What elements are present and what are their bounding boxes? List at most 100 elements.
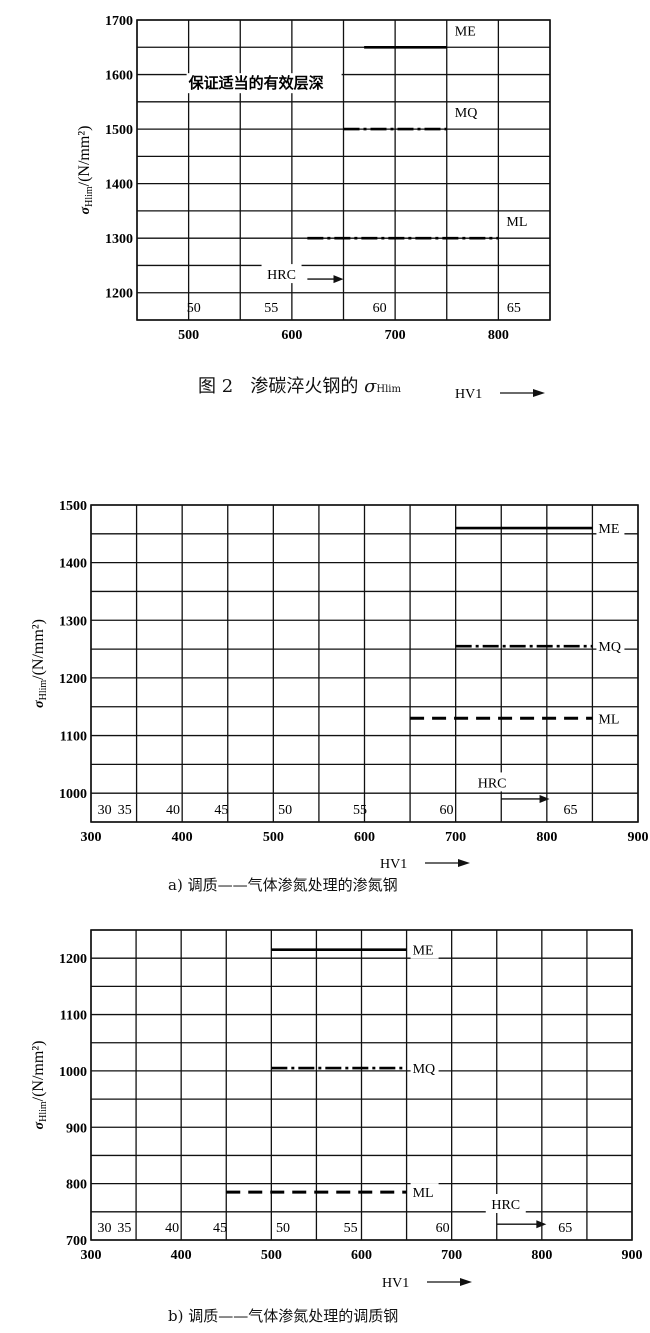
y-axis-symbol: σ (78, 206, 93, 214)
caption-text: 调质——气体渗氮处理的调质钢 (188, 1307, 399, 1325)
arrow-right-icon (460, 1278, 472, 1286)
hrc-scale-label: 65 (558, 1221, 572, 1236)
series-label-background (452, 21, 481, 40)
x-tick-label: 600 (354, 830, 375, 845)
figure-2-caption: 图 2 渗碳淬火钢的 σHlim (198, 372, 401, 398)
hrc-scale-label: 60 (373, 301, 387, 316)
caption-text: 调质——气体渗氮处理的渗氮钢 (187, 876, 398, 894)
x-tick-label: 600 (281, 328, 302, 343)
hrc-scale-label: 55 (264, 301, 278, 316)
hrc-label-background (485, 1194, 526, 1213)
series-label-me: ME (455, 24, 476, 39)
hrc-label-background (472, 772, 513, 792)
x-tick-label: 800 (531, 1248, 552, 1263)
series-label-background (452, 103, 481, 122)
caption-prefix: b) (168, 1307, 184, 1325)
hrc-scale-label: 45 (213, 1221, 227, 1236)
hrc-scale-label: 60 (436, 1221, 450, 1236)
x-tick-label: 800 (536, 830, 557, 845)
y-tick-label: 1200 (59, 952, 87, 967)
series-label-ml: ML (413, 1186, 434, 1201)
caption-prefix: 图 2 (198, 376, 234, 397)
y-tick-label: 1000 (59, 1065, 87, 1080)
hrc-label-background (261, 264, 302, 284)
y-tick-label: 1200 (105, 287, 133, 302)
caption-text: 渗碳淬火钢的 (250, 376, 365, 397)
hrc-scale-label: 40 (166, 803, 180, 818)
y-axis-unit: /(N/mm²) (30, 619, 47, 680)
x-tick-label: 700 (445, 830, 466, 845)
x-tick-label: 700 (441, 1248, 462, 1263)
y-tick-label: 1100 (60, 730, 87, 745)
series-label-mq: MQ (455, 106, 478, 121)
series-label-mq: MQ (413, 1062, 436, 1077)
hrc-scale-label: 35 (118, 803, 132, 818)
series-label-background (504, 212, 533, 231)
arrow-right-icon (536, 1220, 547, 1229)
x-tick-label: 400 (172, 830, 193, 845)
y-tick-label: 700 (66, 1234, 87, 1249)
hrc-scale-label: 55 (353, 803, 367, 818)
y-tick-label: 1500 (105, 123, 133, 138)
hrc-label: HRC (491, 1198, 520, 1213)
arrow-right-icon (333, 275, 344, 284)
y-tick-label: 800 (66, 1178, 87, 1193)
hrc-scale-label: 35 (117, 1221, 131, 1236)
y-axis-symbol: σ (32, 700, 47, 708)
y-tick-label: 1300 (59, 614, 87, 629)
series-label-mq: MQ (598, 640, 621, 655)
x-tick-label: 500 (178, 328, 199, 343)
hrc-scale-label: 40 (165, 1221, 179, 1236)
hrc-scale-label: 50 (187, 301, 201, 316)
caption-prefix: a) (168, 876, 183, 894)
series-label-background (410, 1183, 439, 1202)
plot-frame (136, 19, 551, 321)
y-tick-label: 1200 (59, 672, 87, 687)
y-axis-label: σHlim/(N/mm²) (30, 619, 49, 708)
arrow-right-icon (458, 859, 470, 867)
y-axis-subscript: Hlim (38, 1101, 49, 1122)
y-tick-label: 1700 (105, 14, 133, 29)
x-axis-label: HV1 (380, 857, 407, 872)
x-tick-label: 800 (488, 328, 509, 343)
y-tick-label: 1100 (60, 1009, 87, 1024)
x-tick-label: 600 (351, 1248, 372, 1263)
caption-symbol: σ (364, 376, 377, 397)
series-label-background (596, 637, 625, 656)
x-axis-label: HV1 (455, 387, 482, 402)
y-axis-subscript: Hlim (84, 186, 95, 207)
y-axis-symbol: σ (32, 1121, 47, 1129)
y-tick-label: 1300 (105, 232, 133, 247)
y-axis-subscript: Hlim (38, 680, 49, 701)
x-tick-label: 900 (628, 830, 649, 845)
figure-b-caption: b) 调质——气体渗氮处理的调质钢 (168, 1305, 398, 1326)
y-axis-unit: /(N/mm²) (30, 1041, 47, 1102)
chart-1: 300 400 500 600 700 800 900 1000 1100 1200 1300 140… (30, 499, 649, 872)
y-tick-label: 1600 (105, 69, 133, 84)
hrc-label: HRC (267, 268, 296, 283)
series-label-background (410, 1059, 439, 1078)
figure-a-caption: a) 调质——气体渗氮处理的渗氮钢 (168, 874, 398, 895)
series-label-background (596, 709, 625, 728)
x-tick-label: 400 (171, 1248, 192, 1263)
annotation-background (186, 73, 342, 94)
x-tick-label: 500 (261, 1248, 282, 1263)
series-label-background (596, 519, 625, 538)
x-tick-label: 700 (385, 328, 406, 343)
plot-frame (90, 929, 633, 1241)
plot-frame (90, 504, 639, 823)
y-tick-label: 1000 (59, 787, 87, 802)
y-tick-label: 900 (66, 1121, 87, 1136)
series-label-ml: ML (506, 215, 527, 230)
annotation-text: 保证适当的有效层深 (188, 74, 324, 92)
hrc-label: HRC (478, 776, 507, 791)
x-tick-label: 500 (263, 830, 284, 845)
x-tick-label: 900 (622, 1248, 643, 1263)
y-axis-label: σHlim/(N/mm²) (30, 1041, 49, 1130)
caption-subscript: Hlim (376, 384, 401, 395)
x-tick-label: 300 (81, 1248, 102, 1263)
series-label-me: ME (598, 522, 619, 537)
arrow-right-icon (539, 794, 550, 803)
chart-2: 300 400 500 600 700 800 900 700 800 900 1000 1100 12… (30, 929, 643, 1291)
